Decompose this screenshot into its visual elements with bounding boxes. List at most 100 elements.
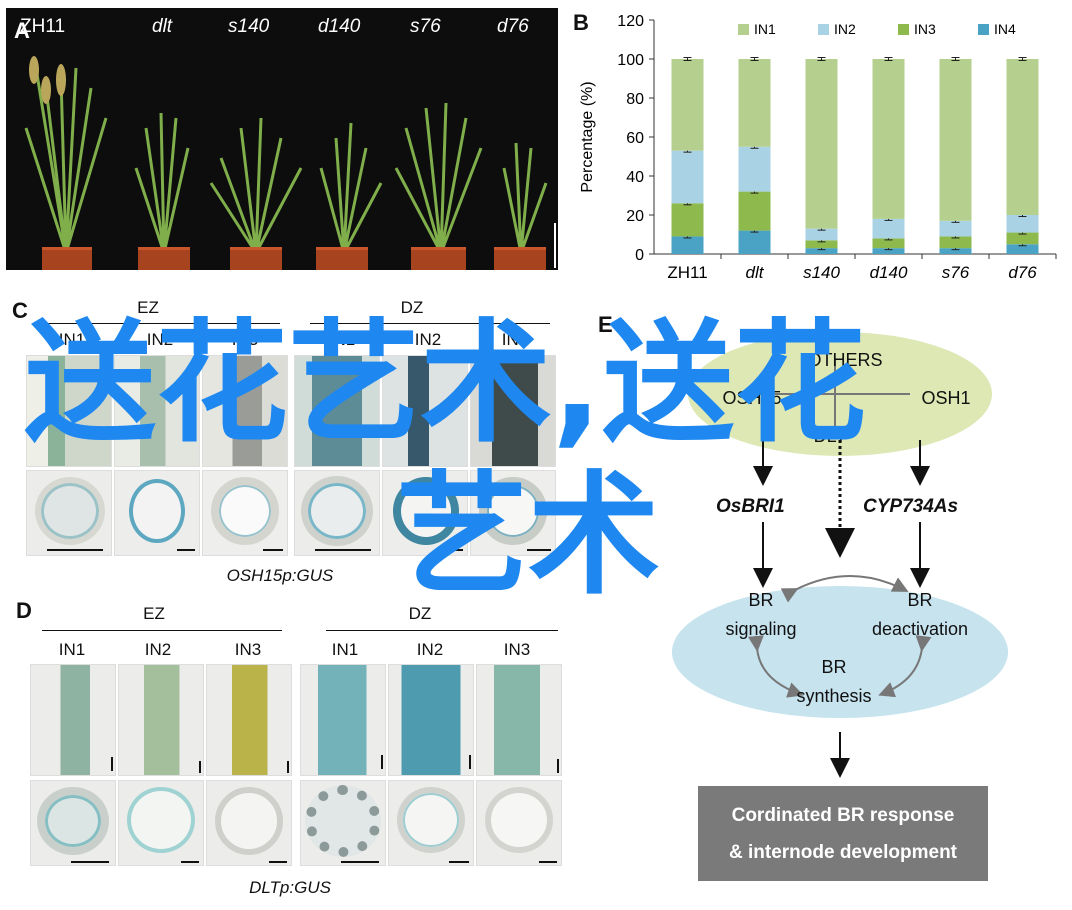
label-others: OTHERS (807, 350, 883, 370)
d-caption: DLTp:GUS (249, 878, 331, 897)
panel-letter-a: A (14, 18, 30, 43)
c-cross-section-tile (114, 470, 200, 556)
legend-swatch-in2 (818, 24, 829, 35)
d-internode-label: IN2 (144, 640, 172, 659)
d-stem-tile (118, 664, 204, 776)
d-cross-section-tile (388, 780, 474, 866)
label-dlt: DLT (813, 426, 847, 446)
pot-4 (316, 247, 368, 270)
bar-segment-in1 (671, 59, 704, 151)
outcome-box (698, 786, 988, 881)
gene-osbri1: OsBRI1 (716, 496, 785, 517)
x-tick-label: s76 (942, 263, 970, 282)
bar-segment-in1 (939, 59, 972, 221)
c-caption: OSH15p:GUS (226, 566, 334, 585)
bar-segment-in1 (805, 59, 838, 229)
x-tick-label: ZH11 (667, 263, 707, 282)
d-internode-label: IN1 (331, 640, 359, 659)
bar-segment-in2 (872, 218, 905, 239)
c-group-ez: EZ (137, 298, 159, 317)
d-stem-tile (300, 664, 386, 776)
y-tick-label: 0 (635, 247, 644, 264)
panel-letter-d: D (16, 598, 32, 623)
bar-segment-in3 (805, 240, 838, 249)
d-cross-section-tile (300, 780, 386, 866)
d-stem-tile (388, 664, 474, 776)
legend-label-in4: IN4 (994, 21, 1016, 37)
c-stem-tile (202, 355, 288, 467)
c-stem-tile (470, 355, 556, 467)
outcome-line-1: Cordinated BR response (731, 805, 955, 826)
x-tick-label: s140 (803, 263, 840, 282)
bar-segment-in4 (805, 248, 838, 254)
c-stem-tile (382, 355, 468, 467)
c-cross-section-tile (470, 470, 556, 556)
x-tick-label: d76 (1008, 263, 1037, 282)
y-tick-label: 40 (626, 169, 644, 186)
c-internode-label: IN1 (328, 330, 356, 349)
bar-segment-in3 (738, 191, 771, 231)
d-cross-section-tile (30, 780, 116, 866)
bar-segment-in4 (939, 248, 972, 254)
gene-cyp734as: CYP734As (863, 496, 959, 517)
plant-label-d76: d76 (497, 16, 529, 37)
legend-swatch-in1 (738, 24, 749, 35)
d-ez-rule (42, 630, 282, 631)
plant-label-zh11: ZH11 (20, 16, 66, 37)
bar-segment-in2 (805, 228, 838, 241)
c-cross-section-tile (26, 470, 112, 556)
d-stem-tile (206, 664, 292, 776)
bar-segment-in3 (872, 238, 905, 249)
bar-segment-in2 (939, 220, 972, 237)
bar-segment-in4 (1006, 244, 1039, 254)
br-synthesis-2: synthesis (796, 686, 872, 706)
bar-segment-in3 (1006, 232, 1039, 245)
bar-segment-in3 (939, 236, 972, 249)
legend-label-in1: IN1 (754, 21, 776, 37)
legend-label-in3: IN3 (914, 21, 936, 37)
legend-swatch-in4 (978, 24, 989, 35)
bar-segment-in2 (738, 146, 771, 192)
bar-segment-in2 (1006, 215, 1039, 233)
pot-3 (230, 247, 282, 270)
pot-1 (42, 247, 92, 270)
pot-5 (411, 247, 466, 270)
br-deactivation-1: BR (907, 590, 933, 610)
c-cross-section-tile (294, 470, 380, 556)
d-internode-label: IN3 (234, 640, 262, 659)
c-internode-label: IN3 (501, 330, 529, 349)
c-group-dz: DZ (400, 298, 424, 317)
label-osh1: OSH1 (921, 388, 971, 408)
panel-letter-e: E (598, 312, 613, 337)
bar-segment-in2 (671, 150, 704, 204)
bar-segment-in1 (1006, 59, 1039, 215)
c-stem-tile (294, 355, 380, 467)
y-tick-label: 20 (626, 208, 644, 225)
d-dz-rule (326, 630, 558, 631)
c-internode-label: IN3 (231, 330, 259, 349)
bar-segment-in1 (738, 59, 771, 147)
y-axis-label: Percentage (%) (579, 81, 596, 192)
d-cross-section-tile (206, 780, 292, 866)
plant-photo: ZH11 dlt s140 d140 s76 d76 (6, 8, 558, 270)
outcome-line-2: & internode development (728, 842, 958, 863)
y-tick-label: 100 (617, 52, 644, 69)
d-internode-label: IN1 (58, 640, 86, 659)
label-osh15: OSH15 (722, 388, 782, 408)
watermark-text-line-2: 艺术 (396, 459, 660, 613)
pathway-diagram (672, 332, 1008, 881)
rice-plants (24, 56, 556, 268)
d-group-ez: EZ (143, 604, 165, 623)
c-stem-tile (26, 355, 112, 467)
br-signaling-2: signaling (725, 619, 797, 639)
x-tick-label: d140 (870, 263, 908, 282)
bar-segment-in3 (671, 203, 704, 237)
y-tick-label: 120 (617, 13, 644, 30)
br-deactivation-2: deactivation (871, 619, 969, 639)
c-internode-label: IN1 (58, 330, 86, 349)
panel-letter-b: B (573, 10, 589, 35)
plant-label-s140: s140 (228, 16, 270, 37)
plant-label-dlt: dlt (152, 16, 173, 37)
y-tick-label: 60 (626, 130, 644, 147)
d-stem-tile (476, 664, 562, 776)
